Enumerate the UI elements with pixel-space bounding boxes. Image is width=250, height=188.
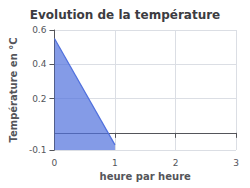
svg-text:0: 0 [52, 158, 58, 168]
svg-text:0.2: 0.2 [32, 94, 46, 104]
svg-text:-0.1: -0.1 [29, 145, 47, 155]
svg-text:Température en °C: Température en °C [8, 37, 19, 142]
svg-text:0.4: 0.4 [32, 59, 47, 69]
svg-text:Evolution de la température: Evolution de la température [30, 8, 221, 22]
svg-text:1: 1 [112, 158, 118, 168]
svg-text:2: 2 [173, 158, 179, 168]
svg-text:heure par heure: heure par heure [100, 171, 191, 182]
svg-text:0.6: 0.6 [32, 25, 47, 35]
svg-text:3: 3 [233, 158, 239, 168]
